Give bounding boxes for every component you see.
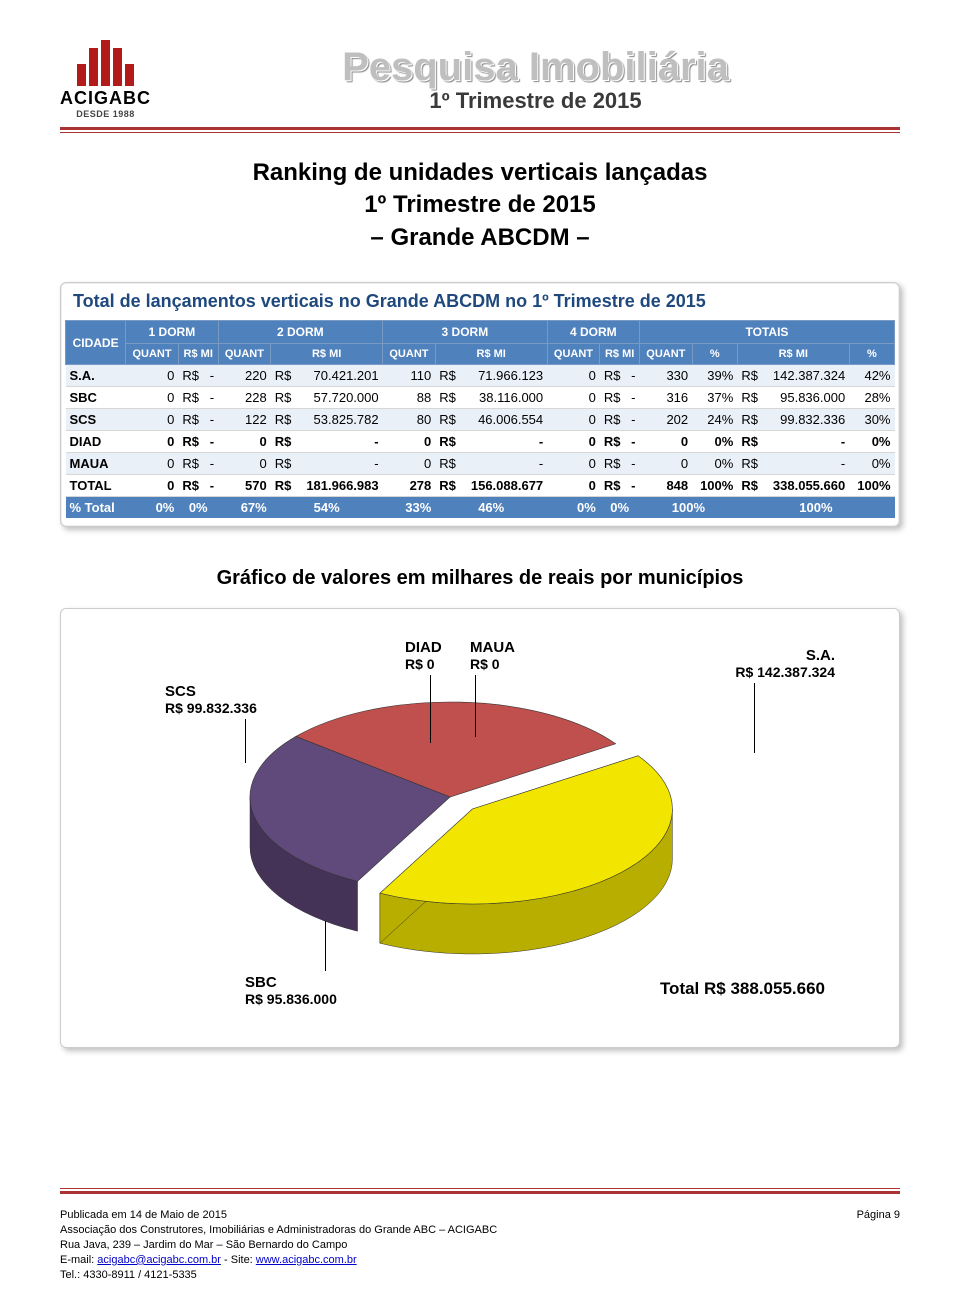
th-3dorm: 3 DORM (383, 321, 548, 344)
logo-name: ACIGABC (60, 88, 151, 109)
table-row: SCS0R$-122R$53.825.78280R$46.006.5540R$-… (66, 409, 895, 431)
pie-chart-panel: SCSR$ 99.832.336 DIADR$ 0 MAUAR$ 0 S.A.R… (60, 608, 900, 1048)
page-title: Pesquisa Imobiliária (171, 45, 900, 90)
page-header: ACIGABC DESDE 1988 Pesquisa Imobiliária … (60, 40, 900, 119)
label-sa: S.A.R$ 142.387.324 (735, 647, 835, 680)
table-title: Total de lançamentos verticais no Grande… (65, 287, 895, 320)
th-totals: TOTAIS (640, 321, 895, 344)
th-2dorm: 2 DORM (218, 321, 383, 344)
footer-tel: Tel.: 4330-8911 / 4121-5335 (60, 1268, 497, 1283)
page-subtitle: 1º Trimestre de 2015 (171, 88, 900, 114)
email-link[interactable]: acigabc@acigabc.com.br (97, 1254, 221, 1266)
pie-3d-svg (200, 647, 760, 977)
footer: Publicada em 14 de Maio de 2015 Associaç… (60, 1208, 900, 1282)
label-diad: DIADR$ 0 (405, 639, 442, 672)
logo: ACIGABC DESDE 1988 (60, 40, 151, 119)
footer-addr: Rua Java, 239 – Jardim do Mar – São Bern… (60, 1238, 497, 1253)
site-link[interactable]: www.acigabc.com.br (256, 1254, 357, 1266)
table-pct-row: % Total0%0%67%54%33%46%0%0%100%100% (66, 497, 895, 519)
leader-diad (430, 675, 431, 743)
table-row: S.A.0R$-220R$70.421.201110R$71.966.1230R… (66, 365, 895, 387)
label-scs: SCSR$ 99.832.336 (165, 683, 257, 716)
label-sbc: SBCR$ 95.836.000 (245, 974, 337, 1007)
chart-title: Gráfico de valores em milhares de reais … (60, 567, 900, 590)
logo-bars-icon (77, 40, 134, 86)
data-table: CIDADE 1 DORM 2 DORM 3 DORM 4 DORM TOTAI… (65, 320, 895, 518)
page-number: Página 9 (857, 1208, 900, 1282)
leader-scs (245, 719, 246, 763)
leader-sa (754, 683, 755, 753)
footer-pub: Publicada em 14 de Maio de 2015 (60, 1208, 497, 1223)
leader-sbc (325, 921, 326, 971)
label-maua: MAUAR$ 0 (470, 639, 515, 672)
chart-total: Total R$ 388.055.660 (660, 979, 825, 999)
footer-assoc: Associação dos Construtores, Imobiliária… (60, 1223, 497, 1238)
table-row: SBC0R$-228R$57.720.00088R$38.116.0000R$-… (66, 387, 895, 409)
th-4dorm: 4 DORM (547, 321, 639, 344)
section-title: Ranking de unidades verticais lançadas 1… (60, 157, 900, 254)
pie-chart: SCSR$ 99.832.336 DIADR$ 0 MAUAR$ 0 S.A.R… (75, 623, 885, 1033)
footer-rule (60, 1188, 900, 1194)
th-city: CIDADE (66, 321, 126, 365)
logo-since: DESDE 1988 (76, 109, 135, 119)
footer-contact: E-mail: acigabc@acigabc.com.br - Site: w… (60, 1253, 497, 1268)
leader-maua (475, 675, 476, 737)
table-row: DIAD0R$-0R$-0R$-0R$-00%R$-0% (66, 431, 895, 453)
header-rule (60, 127, 900, 133)
table-row: TOTAL0R$-570R$181.966.983278R$156.088.67… (66, 475, 895, 497)
th-1dorm: 1 DORM (126, 321, 218, 344)
data-table-panel: Total de lançamentos verticais no Grande… (60, 282, 900, 527)
table-row: MAUA0R$-0R$-0R$-0R$-00%R$-0% (66, 453, 895, 475)
